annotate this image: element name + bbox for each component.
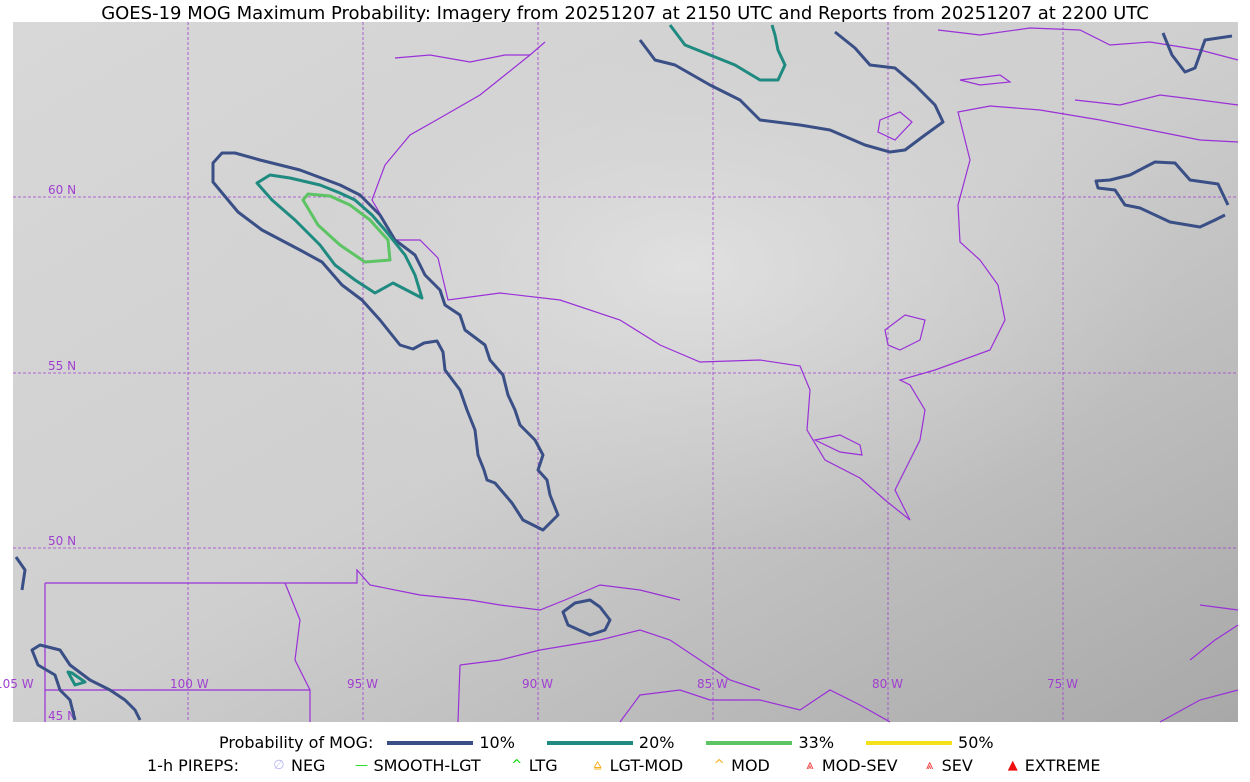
lon-label: 100 W [170,677,209,691]
contour-20pct [255,173,424,300]
mod-sev-icon: ⩓ [806,758,814,773]
legend-prob-label: Probability of MOG: [219,733,374,752]
chart-title: GOES-19 MOG Maximum Probability: Imagery… [101,3,1149,24]
legend-pirep-label: 1-h PIREPS: [147,756,239,775]
legend-pireps: 1-h PIREPS: ∅ NEG — SMOOTH-LGT ^ LTG ⩠ LGT-M… [147,756,1100,775]
lat-label: 60 N [48,183,76,197]
legend-swatch-10 [387,740,474,745]
legend-probability: Probability of MOG: 10% 20% 33% 50% [219,733,994,752]
neg-icon: ∅ [273,758,285,773]
legend-swatch-20 [546,740,633,745]
lon-label: 95 W [347,677,378,691]
legend-pirep-neg: NEG [290,756,326,775]
lat-label: 55 N [48,359,76,373]
legend-pirep-mod: MOD [731,756,770,775]
legend-pirep-sev: SEV [941,756,973,775]
contour-10pct [1161,32,1233,74]
lat-label: 50 N [48,534,76,548]
legend-prob-10: 10% [479,733,515,752]
contour-10pct [14,556,27,591]
map: 105 W 100 W 95 W 90 W 85 W 80 W 75 W 60 … [0,22,1239,723]
legend-pirep-extreme: EXTREME [1024,756,1101,775]
lat-label: 45 N [48,709,76,723]
contour-10pct [1094,160,1230,229]
coastlines-borders [44,27,1239,723]
sev-icon: ⩓ [925,758,934,773]
lon-label: 90 W [522,677,553,691]
contour-10pct [561,598,612,637]
caret-icon: ^ [511,758,523,773]
legend-pirep-mod-sev: MOD-SEV [821,756,898,775]
lon-label: 75 W [1047,677,1078,691]
legend-swatch-50 [866,740,953,745]
lon-label: 80 W [872,677,903,691]
lon-label: 85 W [697,677,728,691]
legend-prob-20: 20% [638,733,675,752]
mod-icon: ^ [713,758,725,773]
contour-20pct [66,670,87,687]
legend-prob-33: 33% [798,733,835,752]
contour-20pct [668,24,787,82]
legend-pirep-smooth-lgt: SMOOTH-LGT [373,756,481,775]
line-icon: — [354,758,368,773]
legend-pirep-lgt-mod: LGT-MOD [609,756,684,775]
extreme-icon: ▲ [1007,758,1018,773]
legend-pirep-ltg: LTG [528,756,558,775]
contour-33pct [301,192,392,264]
legend-prob-50: 50% [958,733,994,752]
contour-10pct [30,643,142,721]
contour-10pct [211,151,560,532]
graticule [13,22,1238,722]
mog-contours [14,24,1233,721]
lgt-mod-icon: ⩠ [593,758,602,773]
legend-swatch-33 [706,740,793,745]
contour-10pct [638,30,945,154]
lon-label: 105 W [0,677,34,691]
